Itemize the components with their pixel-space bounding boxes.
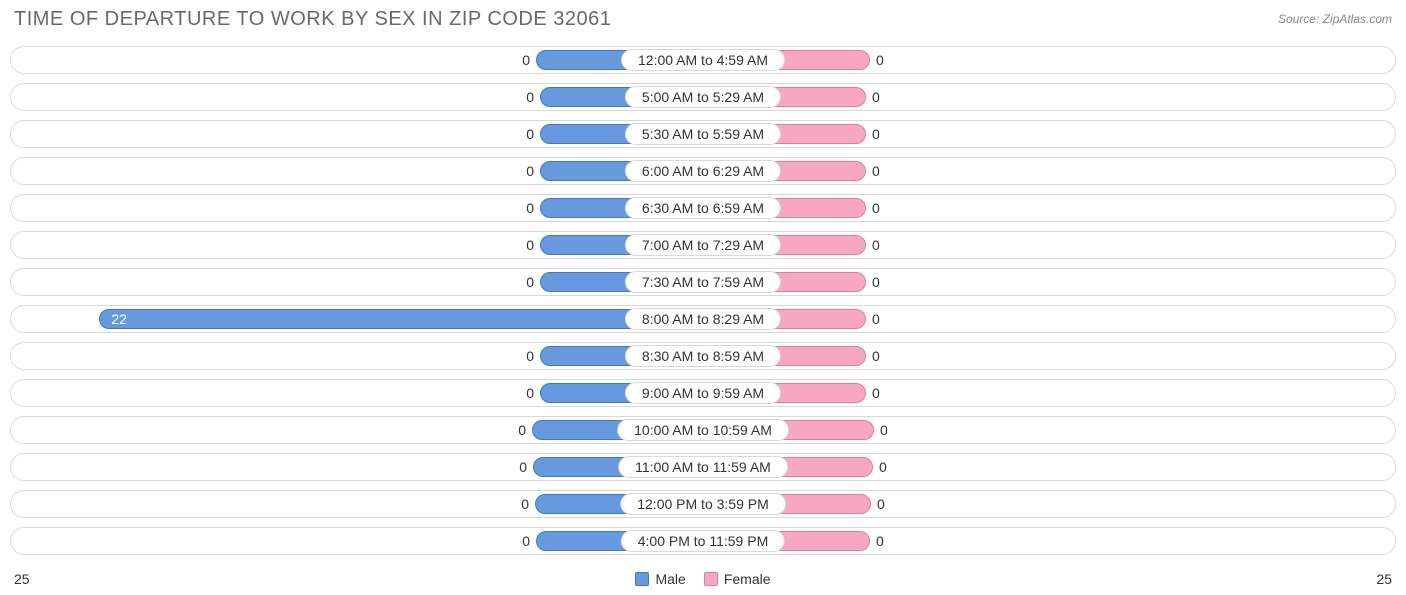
value-male: 0 [521,496,529,512]
chart-row: 5:30 AM to 5:59 AM 0 0 [10,120,1396,148]
category-label: 8:30 AM to 8:59 AM [625,345,781,367]
value-male: 0 [526,348,534,364]
value-female: 0 [879,459,887,475]
category-label: 11:00 AM to 11:59 AM [618,456,788,478]
value-female: 0 [872,311,880,327]
category-label: 5:30 AM to 5:59 AM [625,123,781,145]
value-female: 0 [872,237,880,253]
value-male: 0 [526,163,534,179]
chart-row: 10:00 AM to 10:59 AM 0 0 [10,416,1396,444]
value-female: 0 [872,89,880,105]
legend: Male Female [635,571,770,587]
legend-label-female: Female [724,571,771,587]
category-label: 12:00 AM to 4:59 AM [621,49,785,71]
legend-swatch-male [635,572,649,586]
chart-row: 6:30 AM to 6:59 AM 0 0 [10,194,1396,222]
chart-row: 12:00 AM to 4:59 AM 0 0 [10,46,1396,74]
chart-title: TIME OF DEPARTURE TO WORK BY SEX IN ZIP … [14,8,611,31]
value-male: 0 [522,533,530,549]
category-label: 6:00 AM to 6:29 AM [625,160,781,182]
value-female: 0 [872,274,880,290]
value-male: 0 [526,274,534,290]
value-male: 0 [522,52,530,68]
category-label: 8:00 AM to 8:29 AM [625,308,781,330]
value-female: 0 [872,126,880,142]
axis-max-right: 25 [1376,571,1392,587]
axis-max-left: 25 [14,571,30,587]
chart-row: 7:00 AM to 7:29 AM 0 0 [10,231,1396,259]
category-label: 12:00 PM to 3:59 PM [620,493,786,515]
chart-row: 12:00 PM to 3:59 PM 0 0 [10,490,1396,518]
category-label: 9:00 AM to 9:59 AM [625,382,781,404]
value-male: 0 [526,385,534,401]
chart-row: 11:00 AM to 11:59 AM 0 0 [10,453,1396,481]
chart-row: 7:30 AM to 7:59 AM 0 0 [10,268,1396,296]
value-female: 0 [880,422,888,438]
value-female: 0 [872,348,880,364]
value-male: 0 [526,237,534,253]
value-female: 0 [872,200,880,216]
value-male: 22 [111,311,127,327]
value-male: 0 [519,459,527,475]
legend-swatch-female [704,572,718,586]
source-attribution: Source: ZipAtlas.com [1278,8,1392,26]
chart-row: 9:00 AM to 9:59 AM 0 0 [10,379,1396,407]
chart-row: 4:00 PM to 11:59 PM 0 0 [10,527,1396,555]
category-label: 5:00 AM to 5:29 AM [625,86,781,108]
legend-label-male: Male [655,571,685,587]
category-label: 4:00 PM to 11:59 PM [621,530,785,552]
legend-item-female: Female [704,571,771,587]
chart-row: 5:00 AM to 5:29 AM 0 0 [10,83,1396,111]
chart-area: 12:00 AM to 4:59 AM 0 0 5:00 AM to 5:29 AM 0… [10,46,1396,563]
category-label: 7:00 AM to 7:29 AM [625,234,781,256]
value-female: 0 [872,163,880,179]
value-female: 0 [877,496,885,512]
legend-item-male: Male [635,571,685,587]
value-female: 0 [876,52,884,68]
value-female: 0 [876,533,884,549]
bar-male [99,309,703,329]
category-label: 6:30 AM to 6:59 AM [625,197,781,219]
chart-row: 6:00 AM to 6:29 AM 0 0 [10,157,1396,185]
category-label: 7:30 AM to 7:59 AM [625,271,781,293]
chart-footer: 25 Male Female 25 [10,569,1396,589]
value-female: 0 [872,385,880,401]
chart-row: 8:00 AM to 8:29 AM 22 0 [10,305,1396,333]
category-label: 10:00 AM to 10:59 AM [617,419,789,441]
chart-row: 8:30 AM to 8:59 AM 0 0 [10,342,1396,370]
value-male: 0 [526,89,534,105]
value-male: 0 [526,200,534,216]
value-male: 0 [526,126,534,142]
value-male: 0 [518,422,526,438]
